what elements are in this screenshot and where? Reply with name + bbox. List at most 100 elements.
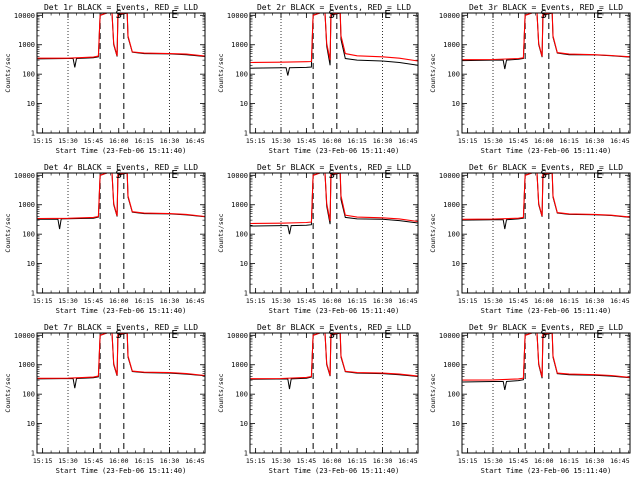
- x-tick-label: 16:30: [373, 457, 393, 465]
- y-tick-label: 10000: [439, 172, 460, 180]
- lld-series-line: [462, 173, 630, 220]
- y-tick-label: 10: [240, 260, 248, 268]
- x-tick-label: 15:45: [297, 457, 317, 465]
- x-tick-label: 15:45: [297, 297, 317, 305]
- x-tick-label: 16:00: [109, 137, 129, 145]
- y-tick-label: 1000: [231, 361, 248, 369]
- x-tick-label: 15:15: [246, 457, 266, 465]
- x-tick-label: 16:00: [322, 457, 342, 465]
- y-tick-label: 1000: [231, 201, 248, 209]
- y-tick-label: 10000: [14, 172, 35, 180]
- x-tick-label: 16:45: [610, 297, 630, 305]
- y-tick-label: 100: [235, 391, 248, 399]
- x-tick-label: 16:45: [398, 457, 418, 465]
- annotation-s-label: S: [540, 8, 547, 21]
- y-tick-label: 10000: [227, 12, 248, 20]
- x-axis-label: Start Time (23-Feb-06 15:11:40): [56, 467, 187, 475]
- y-tick-label: 1000: [18, 41, 35, 49]
- x-tick-label: 16:45: [185, 297, 205, 305]
- x-axis-label: Start Time (23-Feb-06 15:11:40): [56, 307, 187, 315]
- x-tick-label: 15:15: [458, 137, 478, 145]
- x-tick-label: 16:45: [398, 137, 418, 145]
- y-axis-label: Counts/sec: [217, 373, 225, 412]
- annotation-e-label: E: [384, 168, 391, 181]
- y-tick-label: 10: [452, 260, 460, 268]
- y-tick-label: 1: [31, 450, 35, 458]
- x-tick-label: 16:45: [185, 457, 205, 465]
- y-axis-label: Counts/sec: [217, 213, 225, 252]
- x-tick-label: 16:15: [347, 297, 367, 305]
- x-tick-label: 16:45: [610, 457, 630, 465]
- lld-series-line: [250, 173, 418, 225]
- x-tick-label: 16:15: [347, 457, 367, 465]
- lld-series-line: [462, 13, 630, 61]
- lld-series-line: [37, 173, 205, 220]
- detector-panel-6: Det 6r BLACK = Events, RED = LLD Counts/s…: [429, 163, 631, 315]
- annotation-s-label: S: [115, 328, 122, 341]
- x-tick-label: 15:30: [483, 137, 503, 145]
- annotation-e-label: E: [596, 168, 603, 181]
- panel-title: Det 7r BLACK = Events, RED = LLD: [44, 323, 198, 332]
- lld-series-line: [37, 333, 205, 379]
- y-tick-label: 100: [22, 391, 35, 399]
- annotation-s-label: S: [540, 328, 547, 341]
- x-tick-label: 16:00: [534, 457, 554, 465]
- y-tick-label: 1: [31, 130, 35, 138]
- x-tick-label: 16:15: [134, 137, 154, 145]
- y-tick-label: 100: [447, 231, 460, 239]
- x-axis-label: Start Time (23-Feb-06 15:11:40): [269, 467, 400, 475]
- x-tick-label: 15:15: [246, 137, 266, 145]
- y-tick-label: 100: [22, 71, 35, 79]
- y-tick-label: 10: [240, 420, 248, 428]
- x-tick-label: 15:15: [33, 457, 53, 465]
- y-axis-label: Counts/sec: [4, 373, 12, 412]
- panel-frame: [249, 12, 419, 134]
- y-axis-label: Counts/sec: [429, 213, 437, 252]
- y-tick-label: 1: [244, 450, 248, 458]
- detector-panel-8: Det 8r BLACK = Events, RED = LLD Counts/s…: [217, 323, 419, 475]
- x-tick-label: 15:45: [84, 297, 104, 305]
- x-tick-label: 16:00: [534, 137, 554, 145]
- y-tick-label: 10000: [439, 332, 460, 340]
- panel-frame: [36, 12, 206, 134]
- panel-frame: [461, 332, 631, 454]
- x-tick-label: 15:45: [509, 457, 529, 465]
- annotation-s-label: S: [328, 328, 335, 341]
- lld-series-line: [462, 333, 630, 381]
- detector-panel-9: Det 9r BLACK = Events, RED = LLD Counts/s…: [429, 323, 631, 475]
- y-tick-label: 1000: [18, 201, 35, 209]
- x-tick-label: 16:45: [610, 137, 630, 145]
- panel-frame: [36, 172, 206, 294]
- x-tick-label: 15:45: [297, 137, 317, 145]
- panel-title: Det 1r BLACK = Events, RED = LLD: [44, 3, 198, 12]
- x-tick-label: 15:30: [271, 457, 291, 465]
- panel-title: Det 3r BLACK = Events, RED = LLD: [469, 3, 623, 12]
- annotation-s-label: S: [115, 168, 122, 181]
- annotation-s-label: S: [540, 168, 547, 181]
- y-tick-label: 1000: [443, 41, 460, 49]
- detector-panel-7: Det 7r BLACK = Events, RED = LLD Counts/s…: [4, 323, 206, 475]
- x-axis-label: Start Time (23-Feb-06 15:11:40): [481, 307, 612, 315]
- panel-title: Det 5r BLACK = Events, RED = LLD: [257, 163, 411, 172]
- x-tick-label: 15:15: [458, 297, 478, 305]
- x-tick-label: 15:15: [33, 137, 53, 145]
- x-tick-label: 15:30: [58, 457, 78, 465]
- annotation-e-label: E: [171, 328, 178, 341]
- annotation-e-label: E: [384, 8, 391, 21]
- y-axis-label: Counts/sec: [429, 373, 437, 412]
- x-tick-label: 16:15: [559, 457, 579, 465]
- x-tick-label: 16:15: [347, 137, 367, 145]
- annotation-e-label: E: [171, 8, 178, 21]
- annotation-s-label: S: [328, 8, 335, 21]
- y-tick-label: 100: [235, 231, 248, 239]
- detector-panel-5: Det 5r BLACK = Events, RED = LLD Counts/s…: [217, 163, 419, 315]
- x-tick-label: 16:30: [160, 457, 180, 465]
- x-tick-label: 15:45: [509, 297, 529, 305]
- panel-title: Det 4r BLACK = Events, RED = LLD: [44, 163, 198, 172]
- y-tick-label: 1000: [443, 361, 460, 369]
- x-axis-label: Start Time (23-Feb-06 15:11:40): [481, 467, 612, 475]
- x-tick-label: 16:30: [585, 457, 605, 465]
- x-tick-label: 16:00: [534, 297, 554, 305]
